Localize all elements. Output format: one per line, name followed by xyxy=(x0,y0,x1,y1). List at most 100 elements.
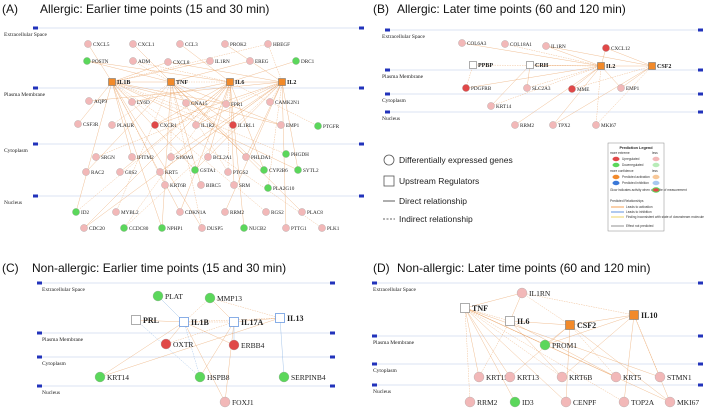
lane-marker-left-c-3 xyxy=(37,384,42,388)
pl-down-strong-icon xyxy=(612,162,620,168)
node-a-il1r2-label: IL1R2 xyxy=(201,123,215,129)
node-a-prok2-label: PROK2 xyxy=(230,42,247,48)
edge-A-12-6 xyxy=(132,60,172,83)
node-a-gsta1-label: GSTA1 xyxy=(200,168,216,174)
node-d-mki67-label: MKI67 xyxy=(677,398,699,407)
node-d-stmn1-label: STMN1 xyxy=(667,373,692,382)
node-d-prom1-shape xyxy=(539,339,551,351)
node-c-plat-label: PLAT xyxy=(165,292,183,301)
node-c-krt14-label: KRT14 xyxy=(107,373,129,382)
node-c-prl-label: PRL xyxy=(143,316,159,325)
edge-A-12-49 xyxy=(170,81,303,213)
node-a-rac2-label: RAC2 xyxy=(91,170,105,176)
node-d-il1rn-label: IL1RN xyxy=(529,289,551,298)
edge-A-13-10 xyxy=(229,60,297,83)
lane-marker-right-d-1 xyxy=(698,334,703,338)
node-c-foxj1-shape xyxy=(219,396,231,408)
node-a-il6-shape xyxy=(226,78,234,86)
node-a-pttg1-shape xyxy=(282,224,290,232)
node-a-il1rn-label: IL1RN xyxy=(215,59,230,65)
layer-label-c-2: Cytoplasm xyxy=(42,361,67,367)
node-a-nphp1-shape xyxy=(158,224,166,232)
edge-D-4-8 xyxy=(561,314,635,378)
node-c-oxtr-shape xyxy=(160,338,172,350)
edge-C-5-4 xyxy=(233,317,281,323)
panel-d-tag: (D) xyxy=(373,261,390,275)
pl-inhibition-light-icon xyxy=(652,180,660,186)
edge-A-13-37 xyxy=(227,81,231,173)
node-d-il10-label: IL10 xyxy=(641,311,657,320)
edge-B-7-10 xyxy=(571,65,653,90)
layer-label-a-1: Plasma Membrane xyxy=(4,92,46,98)
pl-finding: Finding inconsistent with state of downs… xyxy=(626,215,704,219)
node-c-il17a-label: IL17A xyxy=(241,318,263,327)
lane-marker-right-d-2 xyxy=(698,362,703,366)
node-c-foxj1-label: FOXJ1 xyxy=(232,398,254,407)
node-a-ccdc80-shape xyxy=(120,224,128,232)
edge-D-3-0 xyxy=(521,292,571,326)
edge-B-6-0 xyxy=(461,42,602,67)
edge-A-14-50 xyxy=(83,81,283,229)
node-a-nucb2-label: NUCB2 xyxy=(249,226,266,232)
edge-A-11-4 xyxy=(111,43,269,83)
node-c-il13-label: IL13 xyxy=(287,314,303,323)
node-a-s100a9-shape xyxy=(167,153,175,161)
layer-label-d-2: Cytoplasm xyxy=(373,368,398,374)
node-a-il1b-shape xyxy=(108,78,116,86)
node-b-rrm2-label: RRM2 xyxy=(520,123,535,129)
node-a-krt6b-shape xyxy=(161,181,169,189)
edge-D-1-5 xyxy=(464,307,546,346)
node-a-tnf-shape xyxy=(167,78,175,86)
edge-A-11-52 xyxy=(111,81,163,229)
node-c-mmp13-label: MMP13 xyxy=(217,294,242,303)
layer-label-a-0: Extracellular Space xyxy=(4,32,47,38)
node-a-birc5-label: BIRC5 xyxy=(206,183,221,189)
node-d-il6-label: IL6 xyxy=(517,317,529,326)
node-a-cyp2b6-label: CYP2B6 xyxy=(269,168,288,174)
layer-label-a-3: Nucleus xyxy=(4,200,22,206)
layer-lanes: Extracellular Space Plasma Membrane Cytopl… xyxy=(4,26,703,396)
edge-A-11-16 xyxy=(111,81,133,103)
edge-B-6-10 xyxy=(571,65,602,90)
node-c-erbb4-shape xyxy=(228,339,240,351)
node-a-cxcl1-shape xyxy=(129,40,137,48)
node-a-cdc20-shape xyxy=(80,224,88,232)
node-a-sytl2-label: SYTL2 xyxy=(303,168,319,174)
node-a-krt6b-label: KRT6B xyxy=(170,183,187,189)
lane-marker-left-b-0 xyxy=(385,28,390,32)
node-b-col6a3-label: COL6A3 xyxy=(467,41,487,47)
node-d-krt13-label: KRT13 xyxy=(517,373,539,382)
edge-C-2-3 xyxy=(135,319,185,323)
lane-marker-right-b-2 xyxy=(698,92,703,96)
edge-A-13-22 xyxy=(154,81,231,126)
edge-A-13-5 xyxy=(86,60,231,83)
layer-label-d-0: Extracellular Space xyxy=(373,287,416,293)
edge-A-13-54 xyxy=(229,81,245,229)
lane-marker-right-b-0 xyxy=(698,28,703,32)
node-c-oxtr-label: OXTR xyxy=(173,340,193,349)
node-c-il17a-shape xyxy=(229,317,239,327)
edges xyxy=(75,42,671,403)
node-a-srm-label: SRM xyxy=(239,183,250,189)
edge-D-1-14 xyxy=(464,307,625,403)
edge-B-7-3 xyxy=(605,47,653,67)
lane-marker-left-c-0 xyxy=(37,281,42,285)
node-d-csf2-label: CSF2 xyxy=(577,321,596,330)
node-a-adm-label: ADM xyxy=(138,59,150,65)
node-b-ppbp-shape xyxy=(469,61,477,69)
node-a-rgs2-shape xyxy=(262,208,270,216)
node-d-id3-shape xyxy=(509,396,521,408)
panel-a-title: Allergic: Earlier time points (15 and 30… xyxy=(40,2,269,16)
node-a-fpr1-shape xyxy=(222,100,230,108)
pl-upregulated: Upregulated xyxy=(622,157,640,161)
pl-down-light-icon xyxy=(652,162,660,168)
edge-D-2-9 xyxy=(509,320,617,378)
edge-A-14-39 xyxy=(281,81,299,171)
node-a-plk1-label: PLK1 xyxy=(327,226,340,232)
node-a-prok2-shape xyxy=(221,40,229,48)
edge-A-12-24 xyxy=(170,81,234,126)
node-a-gsta1-shape xyxy=(191,166,199,174)
node-a-ccdc80-label: CCDC80 xyxy=(129,226,149,232)
node-c-erbb4-label: ERBB4 xyxy=(241,341,265,350)
edge-A-12-5 xyxy=(86,60,172,83)
